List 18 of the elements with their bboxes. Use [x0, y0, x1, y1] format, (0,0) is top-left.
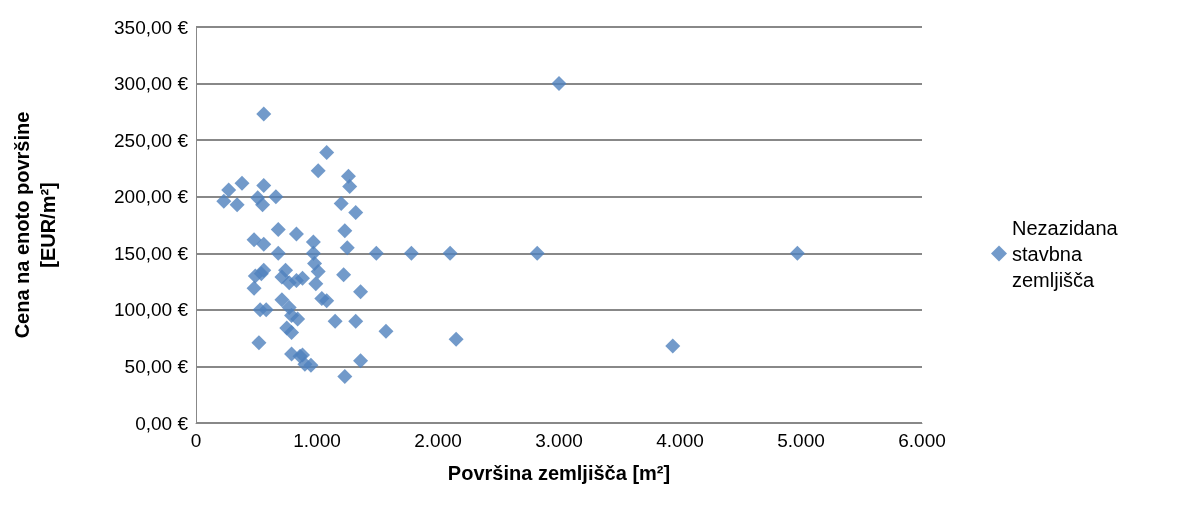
- y-tick-label: 300,00 €: [114, 73, 189, 95]
- y-tick-label: 200,00 €: [114, 186, 189, 208]
- legend-label: Nezazidana stavbna zemljišča: [1012, 216, 1124, 291]
- y-tick-label: 50,00 €: [124, 355, 189, 377]
- y-tick-label: 250,00 €: [114, 129, 189, 151]
- x-axis-title: Površina zemljišča [m²]: [447, 462, 671, 484]
- y-tick-label: 150,00 €: [114, 242, 189, 264]
- y-tick-label: 100,00 €: [114, 299, 189, 321]
- y-axis-title: Cena na enoto površine [EUR/m²]: [11, 111, 59, 339]
- x-tick-label: 2.000: [414, 430, 462, 451]
- x-tick-label: 0: [190, 430, 202, 451]
- x-tick-label: 1.000: [293, 430, 341, 451]
- x-tick-label: 4.000: [656, 430, 704, 451]
- x-tick-label: 3.000: [535, 430, 583, 451]
- x-tick-label: 6.000: [898, 430, 946, 451]
- y-tick-label: 350,00 €: [114, 16, 189, 38]
- y-tick-label: 0,00 €: [135, 412, 189, 434]
- x-tick-label: 5.000: [777, 430, 825, 451]
